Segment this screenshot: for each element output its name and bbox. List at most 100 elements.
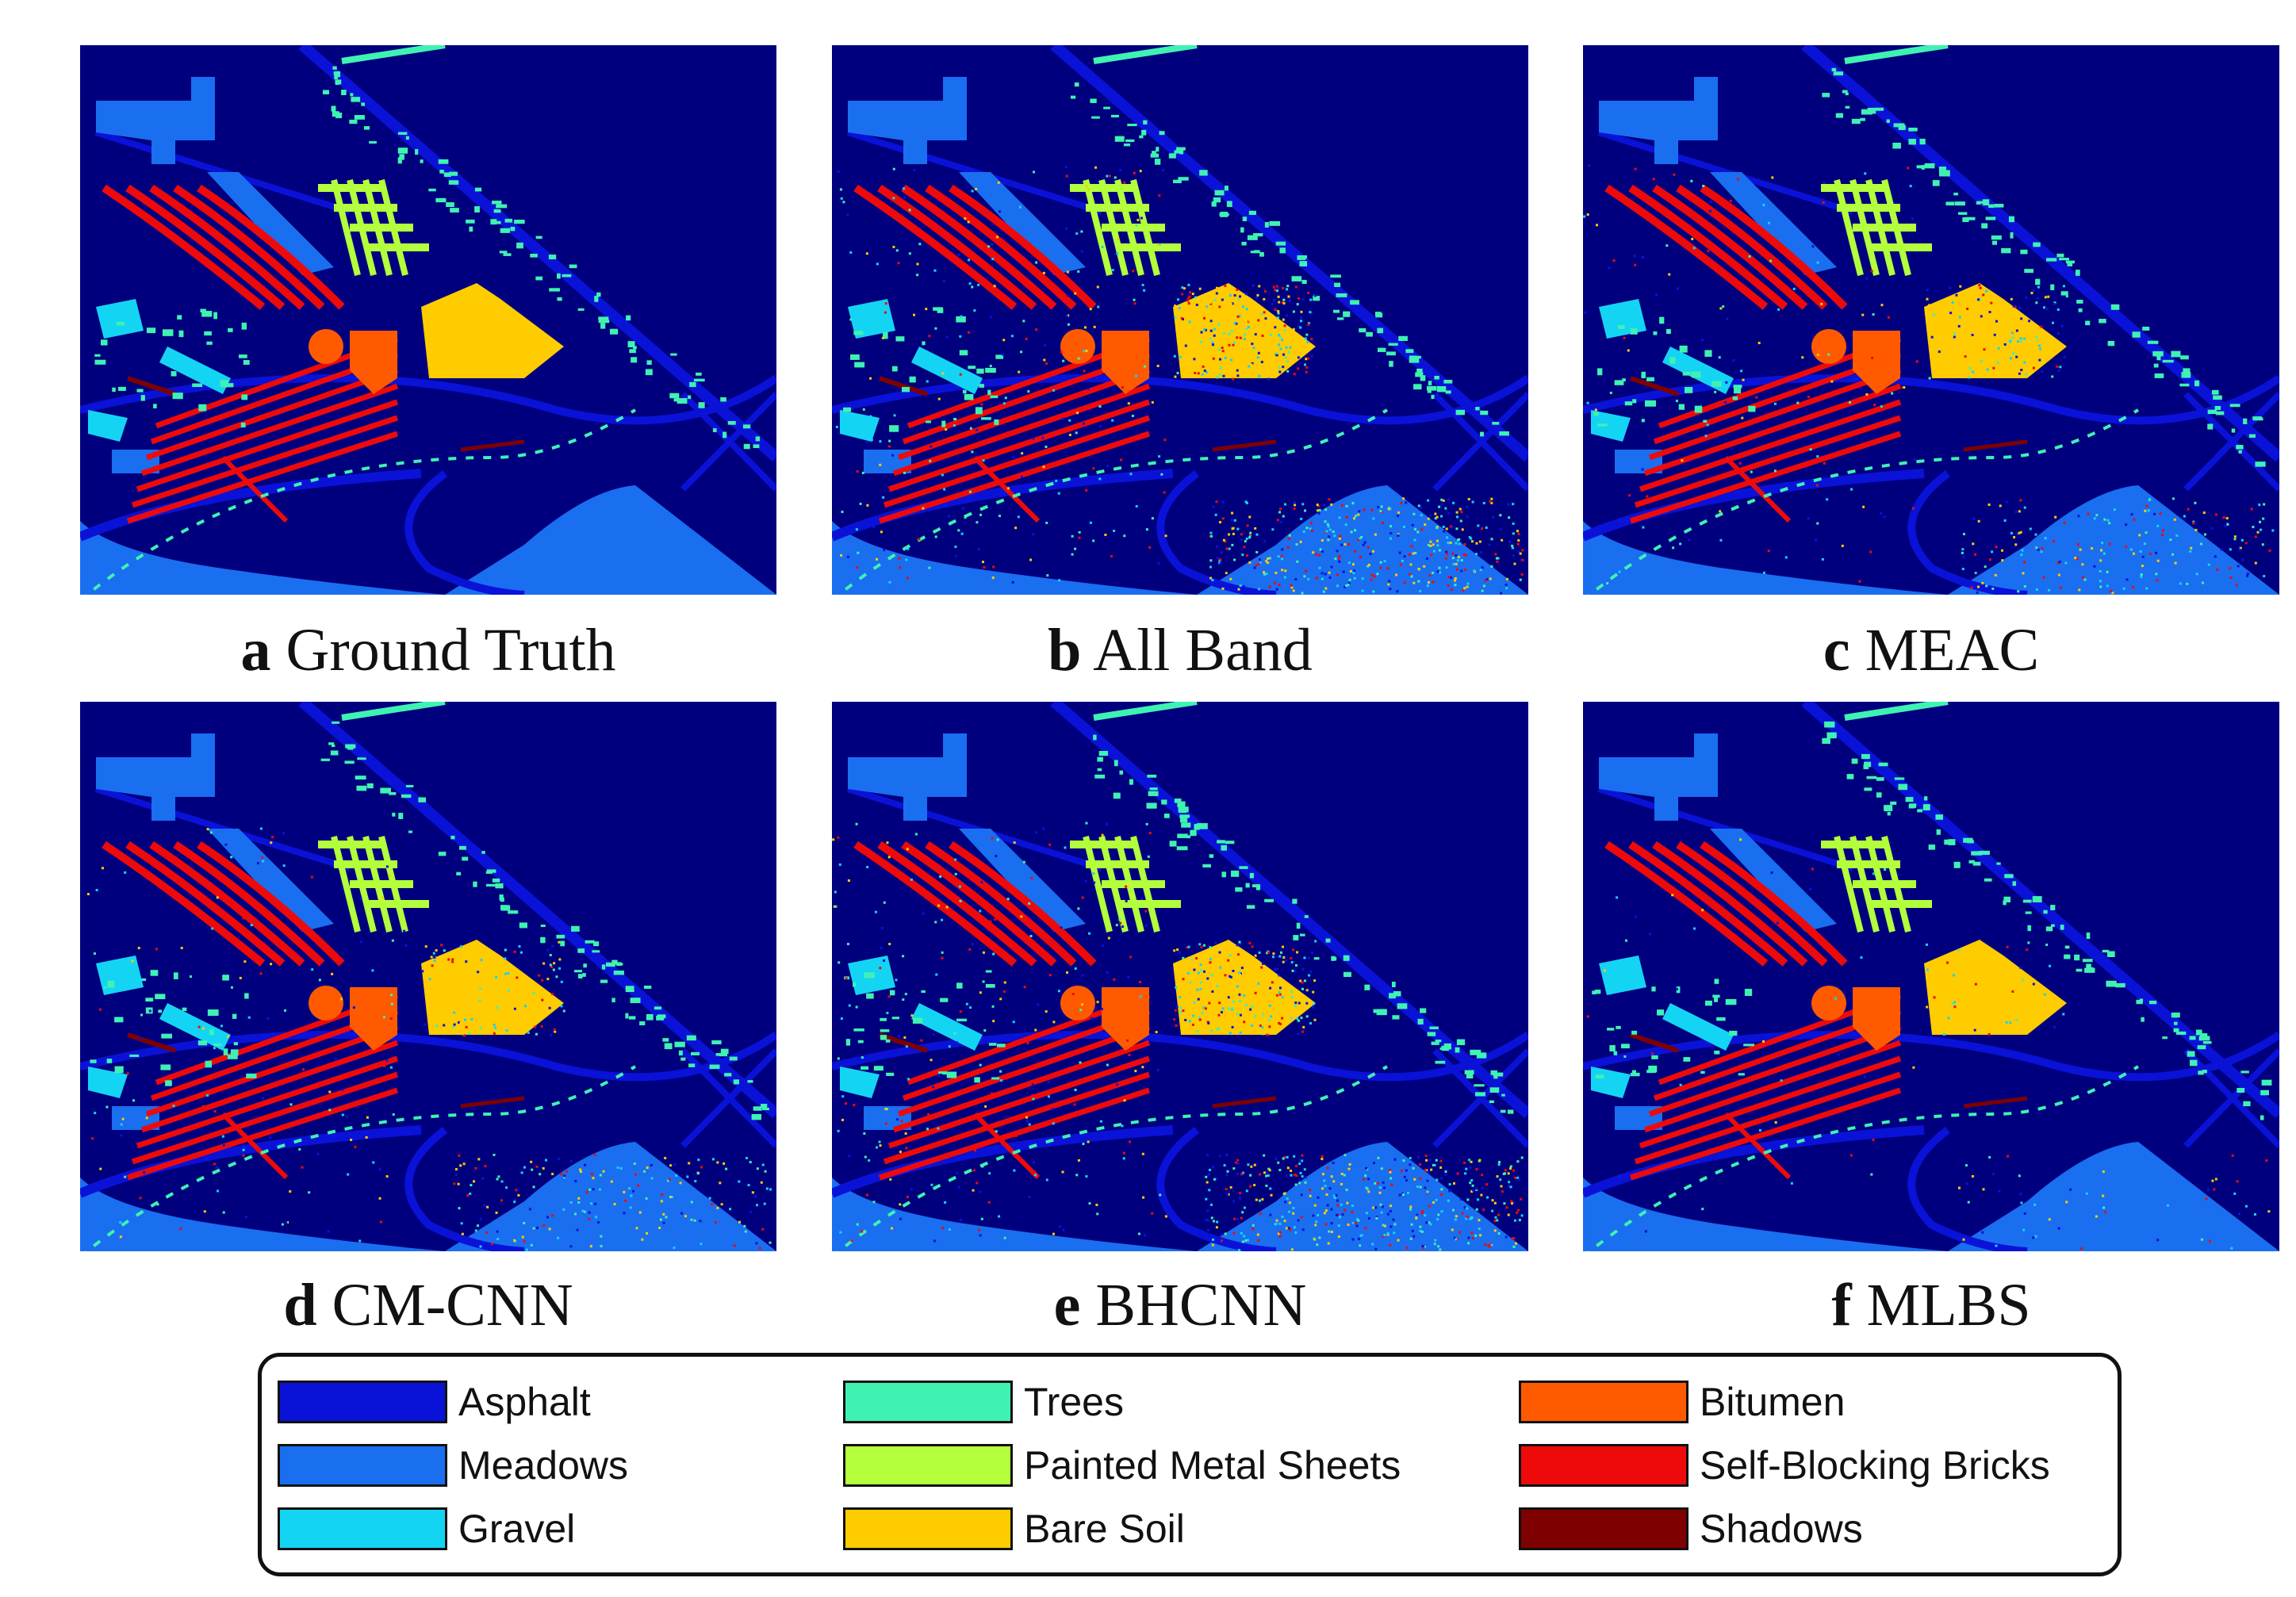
noise-pixel <box>991 258 995 261</box>
tree-patch <box>1938 167 1947 172</box>
noise-pixel <box>1336 1204 1340 1207</box>
tree-patch <box>1922 804 1930 810</box>
noise-pixel <box>1294 1231 1297 1235</box>
tree-patch <box>129 1054 140 1057</box>
tree-patch <box>857 1040 864 1044</box>
tree-patch <box>332 721 340 724</box>
noise-pixel <box>1292 327 1295 331</box>
tree-patch <box>2107 340 2115 347</box>
shadow-strip <box>1963 439 2028 452</box>
noise-pixel <box>1792 287 1796 290</box>
tree-patch <box>1908 804 1915 809</box>
noise-pixel <box>1432 550 1435 553</box>
noise-pixel <box>383 1064 386 1067</box>
noise-pixel <box>965 1002 968 1005</box>
tree-patch <box>755 436 761 442</box>
noise-pixel <box>535 1032 538 1036</box>
noise-pixel <box>1299 540 1302 543</box>
tree-patch <box>2189 1059 2198 1067</box>
tree-patch <box>1098 750 1109 756</box>
noise-pixel <box>1277 316 1280 320</box>
tree-patch <box>1214 190 1225 196</box>
noise-pixel <box>1254 1014 1257 1017</box>
noise-pixel <box>837 1057 840 1060</box>
tree-patch <box>680 1057 686 1061</box>
noise-pixel <box>1872 872 1876 875</box>
tree-patch <box>351 97 361 102</box>
noise-pixel <box>347 1173 350 1176</box>
noise-pixel <box>1245 501 1248 504</box>
noise-pixel <box>2059 586 2062 589</box>
noise-pixel <box>1084 879 1087 883</box>
noise-pixel <box>1425 557 1428 561</box>
noise-pixel <box>1287 537 1290 540</box>
tree-patch <box>1609 1045 1616 1051</box>
tree-patch <box>1343 971 1351 978</box>
noise-pixel <box>1068 434 1071 437</box>
noise-pixel <box>1424 1245 1427 1248</box>
tree-patch <box>239 354 247 358</box>
noise-pixel <box>983 565 986 569</box>
tree-patch <box>628 1016 636 1020</box>
noise-pixel <box>1181 286 1184 289</box>
noise-pixel <box>1774 1121 1777 1124</box>
noise-pixel <box>1309 1022 1313 1025</box>
noise-pixel <box>1926 289 1929 292</box>
noise-pixel <box>1313 294 1317 297</box>
noise-pixel <box>2037 297 2040 300</box>
noise-pixel <box>1175 977 1178 980</box>
tree-patch <box>1898 124 1906 130</box>
noise-pixel <box>1489 577 1492 580</box>
noise-pixel <box>1320 572 1324 575</box>
tree-patch <box>1149 787 1158 791</box>
noise-pixel <box>1066 270 1069 274</box>
noise-pixel <box>883 901 886 904</box>
noise-pixel <box>289 1103 293 1106</box>
noise-pixel <box>660 1200 663 1203</box>
noise-pixel <box>1177 298 1180 301</box>
noise-pixel <box>908 209 911 212</box>
noise-pixel <box>1479 569 1482 572</box>
noise-pixel <box>1255 533 1259 536</box>
noise-pixel <box>2192 522 2195 525</box>
noise-pixel <box>1079 1061 1082 1064</box>
tree-patch <box>1163 814 1170 818</box>
noise-pixel <box>2102 552 2106 555</box>
noise-pixel <box>93 952 96 956</box>
noise-pixel <box>1236 369 1239 372</box>
tree-patch <box>864 972 875 978</box>
noise-pixel <box>1253 1184 1256 1187</box>
noise-pixel <box>558 967 562 970</box>
tree-patch <box>450 208 459 213</box>
noise-pixel <box>2019 1193 2022 1196</box>
noise-pixel <box>1365 1166 1368 1170</box>
noise-pixel <box>451 960 454 963</box>
noise-pixel <box>1206 1021 1209 1024</box>
noise-pixel <box>998 515 1001 518</box>
noise-pixel <box>1284 569 1287 573</box>
noise-pixel <box>1285 1227 1288 1230</box>
noise-pixel <box>1269 333 1272 336</box>
noise-pixel <box>2236 1180 2239 1183</box>
noise-pixel <box>520 1171 523 1174</box>
noise-pixel <box>964 515 967 519</box>
tree-patch <box>1445 390 1451 394</box>
noise-pixel <box>340 998 343 1001</box>
tree-patch <box>956 316 966 323</box>
noise-pixel <box>878 1140 881 1143</box>
tree-patch <box>891 366 898 372</box>
noise-pixel <box>2108 522 2111 525</box>
tree-patch <box>1123 143 1131 147</box>
asphalt-road <box>1583 1125 1925 1198</box>
bricks-stripe <box>887 399 1151 492</box>
noise-pixel <box>1238 295 1241 298</box>
noise-pixel <box>763 1202 766 1205</box>
noise-pixel <box>1373 575 1376 578</box>
noise-pixel <box>941 956 944 959</box>
noise-pixel <box>1958 316 1961 319</box>
noise-pixel <box>1115 924 1118 927</box>
noise-pixel <box>496 1230 499 1233</box>
noise-pixel <box>1297 1219 1300 1222</box>
noise-pixel <box>1033 170 1036 174</box>
noise-pixel <box>2039 347 2042 350</box>
